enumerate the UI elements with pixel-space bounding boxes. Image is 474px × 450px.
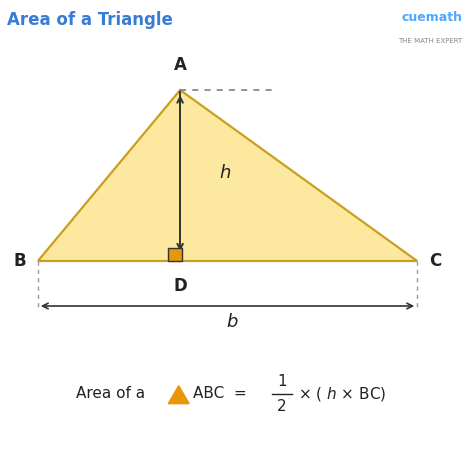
Text: 2: 2: [277, 399, 287, 414]
Polygon shape: [38, 90, 417, 261]
Text: D: D: [173, 277, 187, 295]
Text: cuemath: cuemath: [401, 11, 462, 24]
Text: 1: 1: [277, 374, 287, 389]
Bar: [168, 248, 182, 261]
Polygon shape: [168, 386, 189, 404]
Text: b: b: [227, 313, 238, 331]
Text: Area of a: Area of a: [76, 386, 145, 401]
Text: Area of a Triangle: Area of a Triangle: [7, 11, 173, 29]
Text: B: B: [13, 252, 26, 270]
Text: ABC  =: ABC =: [193, 386, 247, 401]
Text: C: C: [429, 252, 441, 270]
Text: h: h: [219, 164, 231, 182]
Text: THE MATH EXPERT: THE MATH EXPERT: [398, 38, 462, 44]
Text: A: A: [173, 56, 187, 74]
Text: $\times$ ( $h$ $\times$ BC): $\times$ ( $h$ $\times$ BC): [298, 385, 386, 403]
